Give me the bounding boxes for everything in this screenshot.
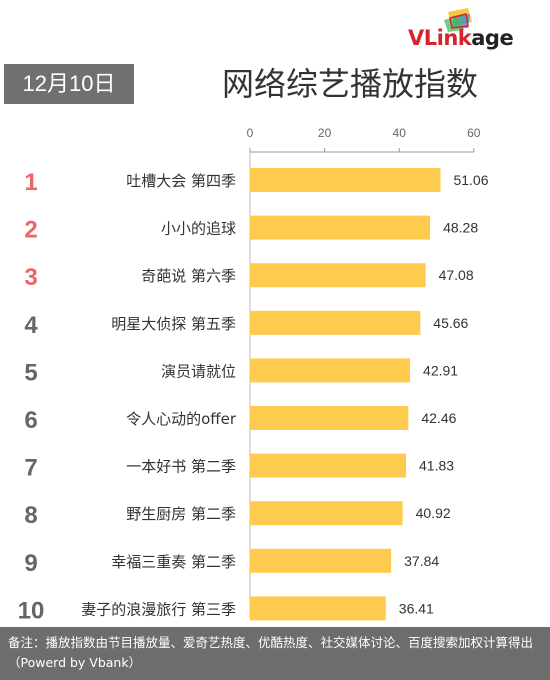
category-label: 吐槽大会 第四季 — [126, 172, 236, 190]
logo-text-secondary: age — [471, 26, 514, 50]
rank-number: 2 — [24, 217, 37, 244]
category-label: 令人心动的offer — [126, 410, 237, 428]
data-bar — [250, 310, 421, 335]
value-label: 47.08 — [439, 267, 474, 283]
rank-number: 3 — [24, 264, 37, 291]
x-tick-label: 20 — [318, 126, 332, 140]
data-bar — [250, 215, 431, 240]
chart-title: 网络综艺播放指数 — [221, 65, 478, 103]
logo-emblem-icon — [444, 8, 472, 32]
value-label: 42.91 — [423, 362, 458, 378]
value-label: 45.66 — [433, 315, 468, 331]
data-bar — [250, 596, 386, 621]
rank-number: 5 — [24, 359, 37, 386]
value-label: 37.84 — [404, 553, 439, 569]
x-tick-label: 0 — [247, 126, 254, 140]
value-label: 41.83 — [419, 458, 454, 474]
category-label: 幸福三重奏 第二季 — [111, 553, 236, 571]
rank-number: 8 — [24, 502, 37, 529]
data-bar — [250, 453, 407, 478]
data-bar — [250, 168, 441, 192]
footer-note: 备注：播放指数由节目播放量、爱奇艺热度、优酷热度、社交媒体讨论、百度搜索加权计算… — [0, 627, 550, 680]
value-label: 51.06 — [453, 172, 488, 188]
data-bar — [250, 263, 426, 288]
category-label: 明星大侦探 第五季 — [111, 315, 236, 333]
category-label: 一本好书 第二季 — [126, 458, 236, 476]
category-label: 演员请就位 — [161, 362, 236, 380]
category-label: 妻子的浪漫旅行 第三季 — [81, 600, 236, 618]
bar-chart: 0 20 40 60 1 吐槽大会 第四季 51.06 2 小小的追球 48.28 3 奇葩说 第六季… — [18, 126, 489, 623]
rank-number: 9 — [24, 550, 37, 577]
value-label: 40.92 — [416, 505, 451, 521]
x-tick-label: 40 — [393, 126, 407, 140]
rank-number: 10 — [18, 597, 45, 623]
data-bar — [250, 548, 392, 573]
value-label: 42.46 — [421, 410, 456, 426]
x-tick-label: 60 — [467, 126, 481, 140]
rank-number: 1 — [24, 169, 37, 196]
value-label: 36.41 — [399, 600, 434, 616]
rank-number: 4 — [24, 312, 38, 339]
category-label: 小小的追球 — [161, 220, 236, 238]
data-bar — [250, 406, 409, 430]
date-badge: 12月10日 — [4, 64, 134, 104]
logo-text-primary: VLink — [408, 26, 472, 50]
rank-number: 7 — [24, 455, 37, 482]
vlinkage-logo: VLinkage — [408, 6, 538, 54]
data-bar — [250, 358, 411, 383]
category-label: 奇葩说 第六季 — [141, 267, 236, 285]
category-label: 野生厨房 第二季 — [126, 505, 236, 523]
data-bar — [250, 501, 403, 526]
rank-number: 6 — [24, 407, 37, 434]
value-label: 48.28 — [443, 220, 478, 236]
